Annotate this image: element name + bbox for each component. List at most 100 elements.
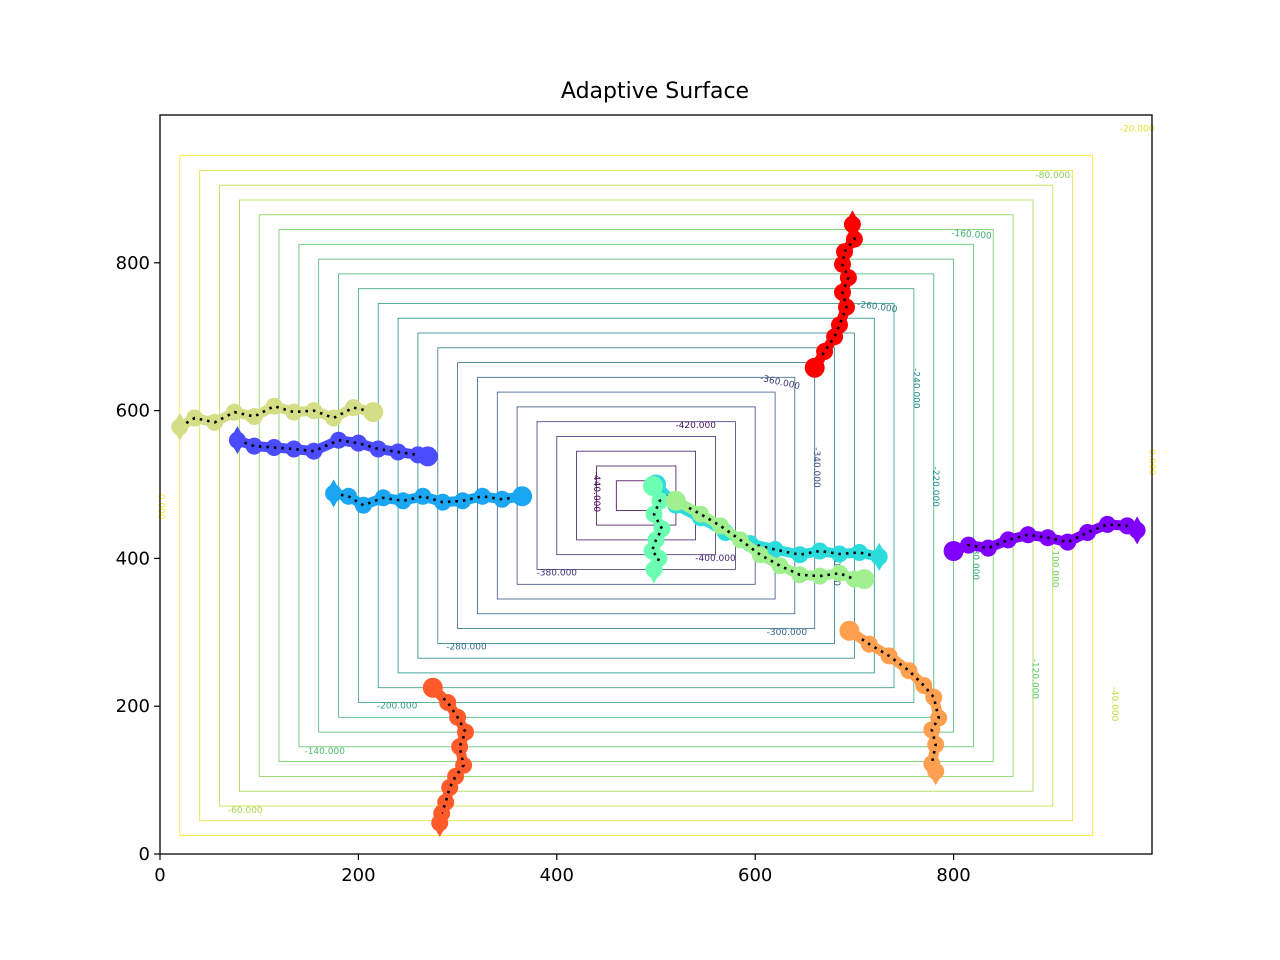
contour-label: -280.000 xyxy=(446,643,487,653)
end-marker xyxy=(431,808,448,837)
contour-line xyxy=(576,450,696,541)
contour-line xyxy=(238,199,1034,792)
start-marker xyxy=(665,490,686,511)
contour-label: -300.000 xyxy=(767,628,808,638)
contour-label: -120.000 xyxy=(1029,659,1039,700)
end-marker xyxy=(363,402,384,423)
path-series xyxy=(422,677,474,837)
series-point xyxy=(831,316,848,334)
series-point xyxy=(766,541,784,558)
path-series xyxy=(943,515,1146,561)
series-point xyxy=(349,434,367,452)
series-point xyxy=(811,542,829,560)
contour-label: -60.000 xyxy=(228,806,263,816)
series-point xyxy=(325,409,343,427)
series-point xyxy=(354,496,372,514)
series-point xyxy=(925,688,943,706)
start-marker xyxy=(804,357,825,378)
x-tick-label: 800 xyxy=(936,865,970,886)
contour-line xyxy=(298,243,974,748)
end-marker xyxy=(854,569,875,590)
series-point xyxy=(245,437,263,455)
series-dotted-path xyxy=(650,485,664,571)
axes: 0 200 400 600 800 0 200 400 600 800 xyxy=(116,253,971,886)
contour-label: -240.000 xyxy=(910,368,920,409)
series-point xyxy=(979,539,997,557)
contour-label: -100.000 xyxy=(1049,547,1059,588)
contour-label: -80.000 xyxy=(1035,171,1070,181)
path-series xyxy=(228,426,438,467)
contour-label: -220.000 xyxy=(930,466,940,507)
contour-line xyxy=(278,229,994,762)
series-point xyxy=(330,431,348,449)
series-dotted-path xyxy=(848,629,941,772)
start-marker xyxy=(229,426,246,455)
series-point xyxy=(305,442,323,460)
series-point xyxy=(493,490,511,508)
series-point xyxy=(369,440,387,458)
path-series xyxy=(325,479,533,514)
contour-line xyxy=(318,258,955,733)
series-point xyxy=(1079,524,1096,541)
path-series xyxy=(643,476,671,584)
y-tick-label: 200 xyxy=(116,696,150,717)
contour-labels: -20.000 -80.000 -160.000 -260.000 -360.000 -4… xyxy=(156,125,1157,816)
start-marker xyxy=(325,479,342,508)
end-marker xyxy=(512,486,533,507)
path-series xyxy=(839,620,948,786)
contour-line xyxy=(179,155,1093,836)
y-tick-label: 800 xyxy=(116,253,150,274)
series-dotted-path xyxy=(236,438,428,458)
series-point xyxy=(414,487,432,505)
end-marker xyxy=(1129,516,1146,545)
series-dotted-path xyxy=(813,224,856,369)
series-point xyxy=(441,779,459,796)
series-point xyxy=(265,397,283,415)
series-point xyxy=(831,564,848,582)
contour-lines xyxy=(179,155,1093,836)
series-dotted-path xyxy=(179,404,374,429)
x-tick-label: 200 xyxy=(341,865,375,886)
contour-label: -400.000 xyxy=(695,554,736,564)
series-point xyxy=(999,531,1017,549)
end-marker xyxy=(417,446,438,467)
plot-frame xyxy=(159,114,1153,855)
series-point xyxy=(900,662,918,680)
contour-label: -20.000 xyxy=(1120,125,1155,135)
start-marker xyxy=(643,476,663,496)
contour-label: -180.000 xyxy=(970,540,980,581)
end-marker xyxy=(871,542,888,571)
series-point xyxy=(712,517,729,535)
series-point xyxy=(457,723,474,741)
start-marker xyxy=(171,412,188,441)
contour-label: -380.000 xyxy=(537,569,578,579)
path-series xyxy=(171,397,384,441)
path-series xyxy=(665,490,875,590)
contour-label: -160.000 xyxy=(951,229,992,242)
series-point xyxy=(1059,533,1077,551)
path-series xyxy=(804,210,863,378)
series-point xyxy=(850,544,868,561)
series-point xyxy=(245,408,263,425)
contour-label: -340.000 xyxy=(811,447,821,488)
x-tick-label: 0 xyxy=(154,865,165,886)
contour-label: -140.000 xyxy=(304,747,345,757)
contour-line xyxy=(199,169,1074,822)
series-point xyxy=(285,440,303,458)
end-marker xyxy=(927,757,944,786)
series-point xyxy=(439,694,457,711)
contour-label: -260.000 xyxy=(856,300,898,316)
series-point xyxy=(791,546,809,564)
x-tick-label: 400 xyxy=(540,865,574,886)
start-marker xyxy=(839,620,860,641)
chart-title: Adaptive Surface xyxy=(561,79,749,104)
y-tick-label: 600 xyxy=(116,401,150,422)
contour-label: -420.000 xyxy=(675,421,716,431)
series-point xyxy=(751,546,769,564)
start-marker xyxy=(943,541,964,561)
series-point xyxy=(692,505,710,523)
end-marker xyxy=(646,555,663,584)
series-point xyxy=(811,567,829,585)
series-point xyxy=(1098,515,1116,533)
